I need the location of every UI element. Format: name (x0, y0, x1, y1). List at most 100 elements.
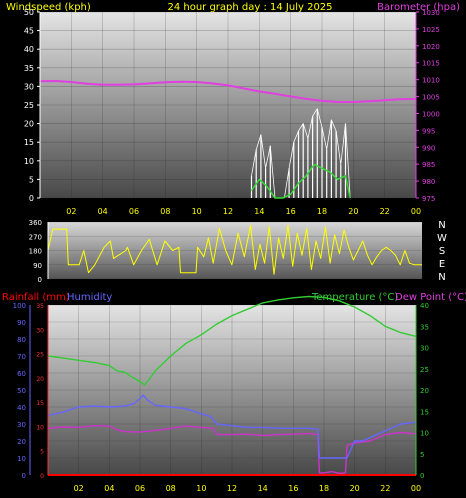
humidity-tick-label: 90 (17, 319, 26, 327)
barometer-tick-label: 1010 (422, 77, 440, 85)
barometer-line (39, 80, 417, 103)
barometer-tick-label: 1000 (422, 110, 440, 118)
rainfall-tick-label: 20 (36, 376, 44, 383)
barometer-tick-label: 985 (422, 161, 435, 169)
direction-tick-label: 270 (29, 233, 42, 241)
climate-x-tick-label: 10 (196, 484, 206, 493)
compass-label: E (439, 259, 445, 270)
direction-tick-label: 360 (29, 219, 42, 227)
climate-x-tick-label: 00 (411, 484, 421, 493)
compass-label: N (438, 272, 445, 283)
wind-direction-line (47, 224, 422, 275)
humidity-tick-label: 20 (17, 438, 26, 446)
climate-panel-background (48, 305, 416, 475)
climate-x-tick-label: 12 (227, 484, 237, 493)
wind-x-tick-label: 04 (98, 207, 108, 216)
barometer-tick-label: 1030 (422, 9, 440, 17)
humidity-tick-label: 10 (17, 455, 26, 463)
temperature-tick-label: 20 (420, 387, 429, 395)
wind-left-tick-label: 50 (24, 8, 34, 17)
windspeed-line (251, 108, 351, 199)
compass-label: W (437, 233, 447, 244)
barometer-tick-label: 980 (422, 178, 435, 186)
dewpoint-line (47, 425, 417, 474)
humidity-tick-label: 50 (17, 387, 26, 395)
rainfall-tick-label: 25 (36, 352, 44, 359)
temperature-tick-label: 0 (420, 472, 424, 480)
barometer-tick-label: 995 (422, 127, 435, 135)
rainfall-axis-title: Rainfall (mm) (2, 292, 70, 303)
humidity-tick-label: 80 (17, 336, 26, 344)
rainfall-tick-label: 35 (36, 303, 44, 310)
climate-x-tick-label: 16 (288, 484, 298, 493)
temperature-tick-label: 25 (420, 366, 429, 374)
temperature-tick-label: 10 (420, 430, 429, 438)
chart-title: 24 hour graph day : 14 July 2025 (167, 2, 332, 13)
wind-left-tick-label: 20 (24, 120, 34, 129)
direction-tick-label: 0 (38, 276, 42, 284)
wind-x-tick-label: 22 (380, 207, 390, 216)
barometer-tick-label: 1025 (422, 26, 440, 34)
wind-left-tick-label: 25 (24, 101, 34, 110)
humidity-tick-label: 70 (17, 353, 26, 361)
humidity-axis-title: Humidity (67, 292, 112, 303)
barometer-tick-label: 1015 (422, 60, 440, 68)
temperature-tick-label: 35 (420, 323, 429, 331)
climate-x-tick-label: 06 (135, 484, 145, 493)
direction-tick-label: 90 (33, 262, 42, 270)
wind-left-tick-label: 5 (29, 175, 34, 184)
wind-average-line (250, 163, 351, 199)
humidity-tick-label: 100 (13, 302, 26, 310)
wind-x-tick-label: 02 (66, 207, 76, 216)
wind-left-tick-label: 40 (24, 45, 34, 54)
wind-left-tick-label: 30 (24, 82, 34, 91)
humidity-tick-label: 30 (17, 421, 26, 429)
dewpoint-axis-title: Dew Point (°C) (395, 292, 466, 303)
wind-x-tick-label: 06 (129, 207, 139, 216)
climate-x-tick-label: 20 (350, 484, 360, 493)
temperature-axis-title: Temperature (°C) (311, 292, 398, 303)
temperature-tick-label: 5 (420, 451, 424, 459)
barometer-axis-title: Barometer (hpa) (377, 2, 460, 13)
climate-x-tick-label: 18 (319, 484, 329, 493)
temperature-tick-label: 40 (420, 302, 429, 310)
wind-x-tick-label: 10 (192, 207, 202, 216)
rainfall-tick-label: 5 (40, 449, 44, 456)
wind-left-tick-label: 15 (24, 138, 34, 147)
temperature-line (47, 295, 417, 386)
humidity-tick-label: 0 (22, 472, 26, 480)
wind-x-tick-label: 14 (254, 207, 264, 216)
humidity-tick-label: 40 (17, 404, 26, 412)
barometer-tick-label: 1005 (422, 94, 440, 102)
temperature-tick-label: 15 (420, 408, 429, 416)
wind-x-tick-label: 20 (348, 207, 358, 216)
wind-left-tick-label: 0 (29, 194, 34, 203)
barometer-tick-label: 1020 (422, 43, 440, 51)
rainfall-tick-label: 15 (36, 400, 44, 407)
climate-x-tick-label: 22 (380, 484, 390, 493)
climate-x-tick-label: 14 (258, 484, 268, 493)
climate-x-tick-label: 04 (104, 484, 114, 493)
climate-x-tick-label: 02 (74, 484, 84, 493)
windspeed-axis-title: Windspeed (kph) (6, 2, 91, 13)
rainfall-tick-label: 30 (36, 327, 44, 334)
rainfall-tick-label: 10 (36, 424, 44, 431)
rainfall-tick-label: 0 (40, 473, 44, 480)
climate-x-tick-label: 08 (166, 484, 176, 493)
barometer-tick-label: 975 (422, 195, 435, 203)
wind-x-tick-label: 12 (223, 207, 233, 216)
compass-label: S (439, 246, 445, 257)
wind-x-tick-label: 18 (317, 207, 327, 216)
wind-left-tick-label: 10 (24, 157, 34, 166)
wind-left-tick-label: 35 (24, 64, 34, 73)
wind-left-tick-label: 45 (24, 27, 34, 36)
wind-x-tick-label: 08 (160, 207, 170, 216)
wind-x-tick-label: 00 (411, 207, 421, 216)
direction-tick-label: 180 (29, 248, 42, 256)
barometer-tick-label: 990 (422, 144, 435, 152)
compass-label: N (438, 220, 445, 231)
humidity-tick-label: 60 (17, 370, 26, 378)
humidity-line (47, 394, 417, 459)
wind-panel-background (40, 12, 416, 198)
